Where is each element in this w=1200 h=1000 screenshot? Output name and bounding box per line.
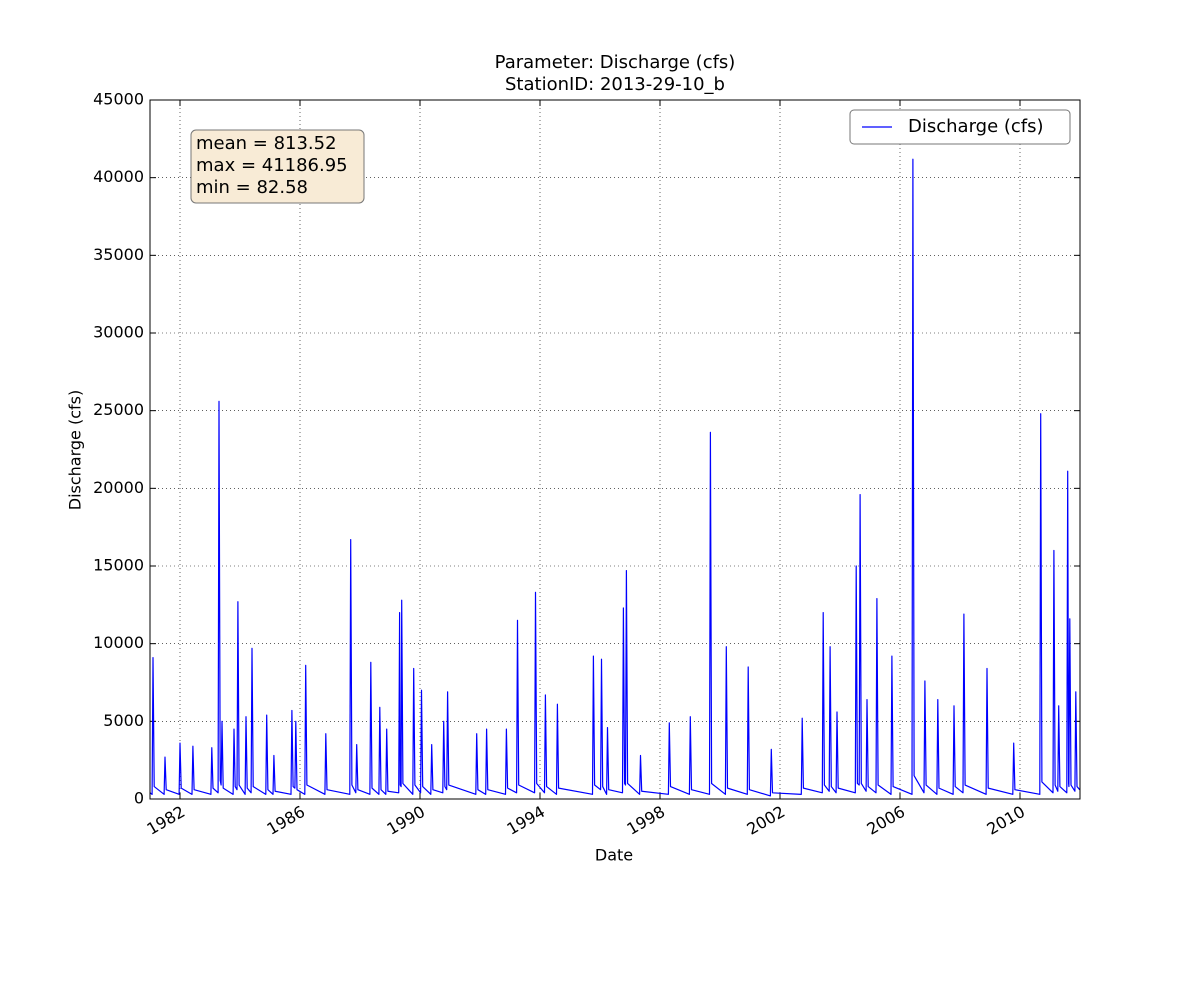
chart-subtitle: StationID: 2013-29-10_b xyxy=(505,74,725,95)
y-tick-label: 25000 xyxy=(93,400,144,419)
stats-box xyxy=(190,129,365,204)
y-tick-label: 45000 xyxy=(93,90,144,109)
x-axis-label: Date xyxy=(595,846,633,865)
stats-text: mean = 813.52 xyxy=(196,133,337,154)
y-tick-label: 10000 xyxy=(93,633,144,652)
y-tick-label: 20000 xyxy=(93,478,144,497)
y-tick-label: 15000 xyxy=(93,556,144,575)
data-line xyxy=(149,158,1081,797)
y-axis-label: Discharge (cfs) xyxy=(66,390,85,510)
y-tick-label: 35000 xyxy=(93,245,144,264)
y-tick-label: 5000 xyxy=(103,711,144,730)
stats-text: max = 41186.95 xyxy=(196,155,348,176)
chart-title: Parameter: Discharge (cfs) xyxy=(495,52,736,73)
legend-label: Discharge (cfs) xyxy=(908,116,1044,137)
y-tick-label: 0 xyxy=(134,789,144,808)
stats-text: min = 82.58 xyxy=(196,177,308,198)
legend-box xyxy=(849,109,1071,145)
y-tick-label: 30000 xyxy=(93,323,144,342)
plot-frame xyxy=(149,99,1081,800)
y-tick-label: 40000 xyxy=(93,167,144,186)
